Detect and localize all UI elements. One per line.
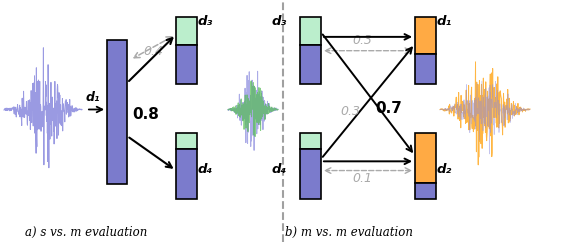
Bar [176, 133, 197, 149]
Text: d₄: d₄ [272, 163, 288, 176]
Text: 0.1: 0.1 [352, 172, 372, 185]
Bar [415, 133, 436, 183]
Text: d₁: d₁ [437, 15, 452, 28]
Bar [415, 17, 436, 54]
Bar [300, 45, 321, 84]
Bar [107, 40, 127, 184]
Bar [176, 149, 197, 199]
Text: 0.3: 0.3 [340, 105, 360, 118]
Text: a) s vs. m evaluation: a) s vs. m evaluation [25, 226, 147, 239]
Bar [300, 149, 321, 199]
Text: d₃: d₃ [272, 15, 288, 28]
Bar [415, 54, 436, 84]
Text: d₃: d₃ [198, 15, 213, 28]
Bar [300, 17, 321, 45]
Text: d₁: d₁ [86, 91, 101, 104]
Text: 0.4: 0.4 [143, 45, 163, 58]
Text: d₄: d₄ [198, 163, 213, 176]
Text: 0.3: 0.3 [352, 34, 372, 47]
Bar [176, 45, 197, 84]
Text: d₂: d₂ [437, 163, 452, 176]
Text: b) m vs. m evaluation: b) m vs. m evaluation [285, 226, 413, 239]
Text: 0.8: 0.8 [132, 107, 159, 122]
Text: 0.7: 0.7 [375, 101, 402, 116]
Bar [415, 183, 436, 199]
Bar [300, 133, 321, 149]
Bar [176, 17, 197, 45]
